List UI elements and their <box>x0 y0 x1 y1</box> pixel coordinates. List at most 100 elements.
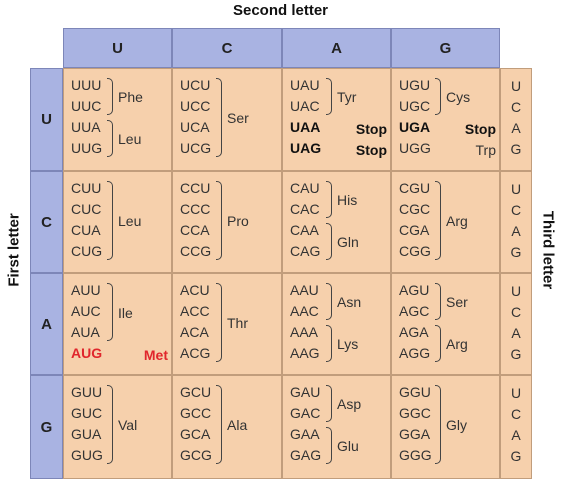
codon-text: CUC <box>71 201 102 217</box>
codon-text: ACA <box>180 324 209 340</box>
codon-text: UAU <box>290 77 320 93</box>
codon-text: GAU <box>290 384 321 400</box>
amino-acid-label: Arg <box>446 213 468 229</box>
codon-cell <box>172 68 282 171</box>
codon-text: UGC <box>399 98 431 114</box>
codon-text: GUA <box>71 426 102 442</box>
codon-text: CAU <box>290 180 320 196</box>
codon-text: GUC <box>71 405 103 421</box>
amino-acid-label: Gln <box>337 234 359 250</box>
codon-text: CUA <box>71 222 101 238</box>
bracket <box>216 385 222 464</box>
bracket <box>326 223 332 260</box>
bracket <box>326 427 332 464</box>
amino-acid-label: Ile <box>118 304 133 321</box>
codon-text: UCC <box>180 98 211 114</box>
codon-text: AUU <box>71 282 101 298</box>
bracket <box>107 385 113 464</box>
codon-cell <box>172 171 282 273</box>
second-letter-header-g: G <box>391 28 500 68</box>
codon-cell <box>172 273 282 375</box>
third-letter-a: A <box>511 427 521 443</box>
codon-cell <box>391 375 500 479</box>
third-letter-a: A <box>511 223 521 239</box>
bracket <box>107 120 113 157</box>
amino-acid-label: Ala <box>227 417 248 433</box>
bracket <box>435 325 441 362</box>
amino-acid-label: Stop <box>355 141 387 158</box>
amino-acid-label: His <box>337 192 358 208</box>
amino-acid-label: Lys <box>337 336 359 352</box>
second-letter-label: Second letter <box>232 2 329 19</box>
codon-text: CUG <box>71 243 103 259</box>
codon-text: UAA <box>290 119 321 135</box>
second-letter-header-a: A <box>282 28 391 68</box>
codon-text: ACG <box>180 345 211 361</box>
bracket <box>216 78 222 157</box>
bracket <box>435 181 441 260</box>
third-letter-u: U <box>510 283 522 299</box>
amino-acid-label: Cys <box>446 89 471 105</box>
third-letter-g: G <box>510 244 522 260</box>
first-letter-header-u: U <box>30 68 63 171</box>
bracket <box>216 283 222 362</box>
codon-text: UUA <box>71 119 101 135</box>
amino-acid-label: Leu <box>118 131 142 147</box>
codon-text: GCA <box>180 426 211 442</box>
codon-text: AUC <box>71 303 101 319</box>
codon-cell <box>282 68 391 171</box>
amino-acid-label: Leu <box>118 213 142 229</box>
first-letter-header-g: G <box>30 375 63 479</box>
codon-text: GUU <box>71 384 103 400</box>
third-letter-c: C <box>510 99 522 115</box>
amino-acid-label: Asn <box>337 294 362 310</box>
codon-cell <box>282 171 391 273</box>
codon-text: CGU <box>399 180 431 196</box>
codon-text: CAC <box>290 201 320 217</box>
codon-text: UCG <box>180 140 212 156</box>
third-letter-c: C <box>510 304 522 320</box>
third-letter-u: U <box>510 181 522 197</box>
codon-text: UUG <box>71 140 103 156</box>
codon-text: AGG <box>399 345 431 361</box>
third-letter-u: U <box>510 385 522 401</box>
codon-text: GAC <box>290 405 321 421</box>
codon-text: CCG <box>180 243 212 259</box>
codon-text: UUC <box>71 98 102 114</box>
bracket <box>326 283 332 320</box>
third-letter-c: C <box>510 406 522 422</box>
codon-text: CCC <box>180 201 211 217</box>
codon-text: UAC <box>290 98 320 114</box>
bracket <box>435 283 441 320</box>
codon-cell <box>63 375 172 479</box>
codon-text: UUU <box>71 77 102 93</box>
codon-text: AGA <box>399 324 429 340</box>
bracket <box>107 78 113 115</box>
codon-text: CGA <box>399 222 430 238</box>
codon-text: UCU <box>180 77 211 93</box>
codon-text: AUG <box>71 345 103 361</box>
amino-acid-label: Stop <box>355 120 387 137</box>
codon-text: AGC <box>399 303 430 319</box>
codon-text: GGA <box>399 426 431 442</box>
amino-acid-label: Gly <box>446 417 467 433</box>
second-letter-header-c: C <box>172 28 282 68</box>
codon-cell <box>391 171 500 273</box>
codon-text: GCC <box>180 405 212 421</box>
codon-text: UCA <box>180 119 210 135</box>
codon-text: CCA <box>180 222 210 238</box>
bracket <box>435 385 441 464</box>
codon-cell <box>63 171 172 273</box>
codon-text: AAU <box>290 282 319 298</box>
codon-text: AUA <box>71 324 100 340</box>
amino-acid-label: Pro <box>227 213 249 229</box>
codon-text: GGG <box>399 447 432 463</box>
bracket <box>216 181 222 260</box>
codon-text: UGA <box>399 119 431 135</box>
codon-cell <box>391 68 500 171</box>
second-letter-header-u: U <box>63 28 172 68</box>
amino-acid-label: Met <box>143 346 168 363</box>
